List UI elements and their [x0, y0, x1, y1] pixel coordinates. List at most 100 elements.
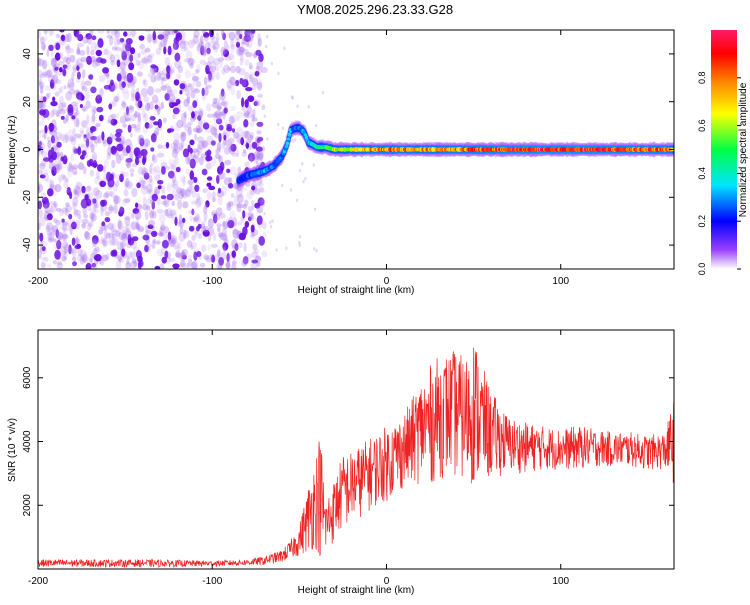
noise-blob	[38, 183, 44, 193]
noise-blob	[171, 237, 177, 243]
noise-blob	[138, 225, 145, 232]
noise-blob	[147, 224, 154, 229]
noise-blob	[188, 39, 195, 49]
noise-blob	[190, 241, 198, 250]
noise-blob	[256, 262, 261, 267]
noise-blob	[147, 72, 152, 77]
noise-blob	[59, 133, 67, 141]
noise-blob	[161, 185, 166, 195]
noise-blob	[93, 136, 100, 144]
noise-blob	[246, 31, 254, 40]
noise-blob	[107, 177, 115, 188]
noise-blob	[74, 238, 81, 245]
noise-blob	[216, 106, 222, 111]
noise-blob	[117, 220, 123, 231]
noise-blob	[171, 175, 177, 183]
noise-blob	[82, 221, 87, 228]
noise-blob	[229, 65, 237, 74]
noise-blob	[232, 128, 235, 133]
noise-blob	[200, 153, 205, 159]
noise-blob	[215, 146, 221, 155]
noise-blob	[62, 221, 67, 232]
noise-blob	[242, 210, 246, 219]
noise-blob	[88, 197, 94, 207]
noise-blob	[211, 191, 216, 198]
noise-blob	[46, 69, 53, 78]
noise-blob	[223, 64, 231, 73]
noise-blob	[92, 198, 97, 204]
noise-blob	[229, 44, 237, 50]
noise-blob	[244, 30, 250, 37]
noise-blob	[202, 45, 207, 53]
noise-blob	[255, 160, 259, 168]
noise-blob	[159, 226, 164, 237]
noise-blob	[257, 78, 263, 89]
noise-blob	[177, 37, 183, 46]
noise-blob	[111, 159, 116, 169]
noise-blob	[92, 113, 96, 122]
noise-blob	[107, 50, 113, 60]
noise-blob	[145, 142, 149, 148]
noise-blob	[199, 59, 207, 65]
noise-blob	[64, 207, 69, 217]
noise-blob	[41, 168, 49, 177]
noise-blob	[78, 161, 84, 171]
snr-line	[38, 347, 674, 569]
noise-blob	[195, 69, 200, 74]
noise-blob	[173, 30, 178, 35]
spectrogram-noise	[38, 30, 325, 269]
noise-blob	[172, 263, 180, 269]
noise-blob	[156, 248, 163, 257]
noise-blob	[177, 199, 183, 210]
noise-blob	[254, 137, 262, 146]
noise-blob	[199, 156, 204, 166]
noise-blob	[150, 73, 157, 83]
noise-blob	[97, 164, 104, 172]
noise-blob	[41, 246, 46, 252]
noise-blob	[240, 54, 245, 62]
noise-blob	[229, 75, 235, 82]
noise-blob	[178, 232, 185, 242]
noise-blob	[108, 204, 114, 214]
noise-blob	[86, 55, 93, 65]
noise-blob	[140, 179, 145, 187]
noise-blob	[213, 58, 221, 66]
noise-blob	[291, 139, 295, 143]
noise-blob	[125, 197, 131, 204]
noise-blob	[180, 175, 186, 183]
noise-blob	[117, 67, 125, 72]
noise-blob	[64, 243, 70, 251]
noise-blob	[41, 192, 47, 200]
noise-blob	[50, 203, 57, 213]
noise-blob	[41, 197, 49, 205]
noise-blob	[160, 101, 164, 110]
noise-blob	[230, 87, 235, 96]
noise-blob	[154, 104, 159, 110]
noise-blob	[207, 73, 212, 83]
noise-blob	[89, 30, 94, 37]
noise-blob	[61, 207, 68, 214]
noise-blob	[174, 156, 179, 165]
noise-blob	[185, 86, 190, 92]
noise-blob	[141, 57, 148, 64]
noise-blob	[78, 50, 86, 56]
noise-blob	[142, 196, 147, 205]
noise-blob	[54, 249, 61, 260]
noise-blob	[76, 47, 81, 54]
noise-blob	[142, 157, 146, 166]
noise-blob	[302, 179, 305, 184]
noise-blob	[50, 57, 54, 66]
noise-blob	[69, 188, 73, 195]
noise-blob	[140, 149, 148, 157]
noise-blob	[214, 132, 219, 139]
noise-blob	[50, 109, 55, 118]
noise-blob	[130, 261, 138, 269]
noise-blob	[211, 36, 219, 44]
noise-blob	[86, 114, 90, 124]
noise-blob	[207, 74, 214, 82]
noise-blob	[228, 115, 235, 125]
noise-blob	[243, 34, 251, 42]
noise-blob	[167, 239, 175, 244]
noise-blob	[127, 124, 132, 133]
noise-blob	[217, 249, 221, 257]
